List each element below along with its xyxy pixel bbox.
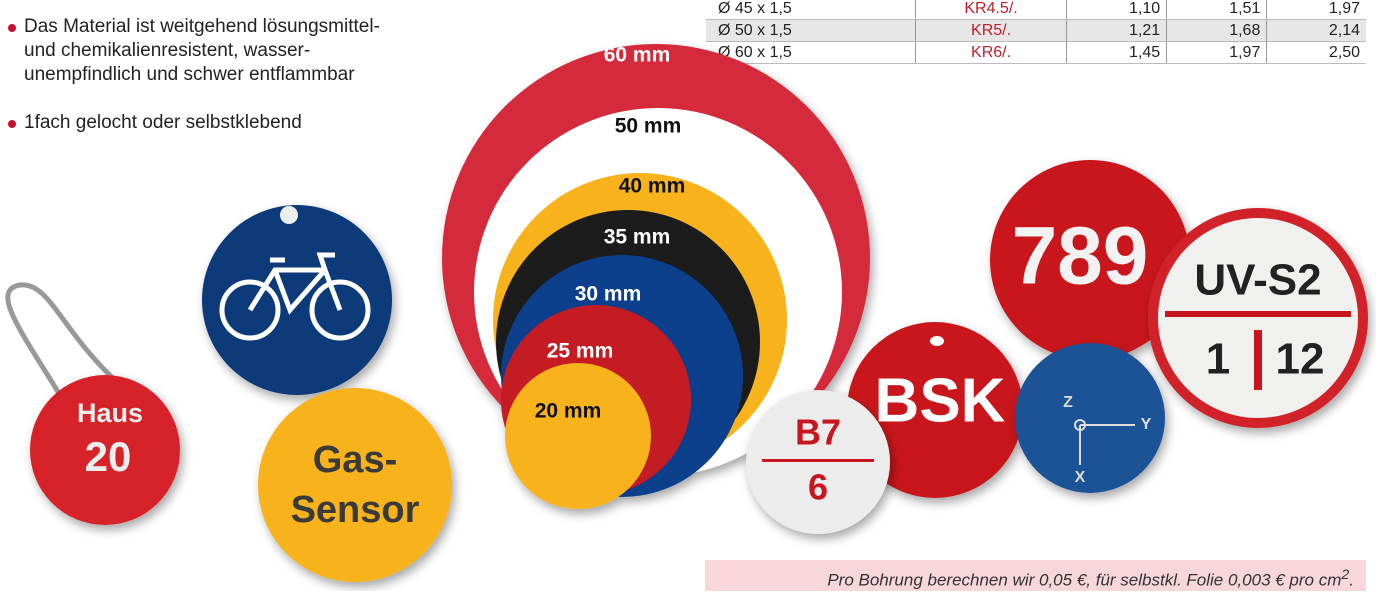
tag-text: Sensor (291, 489, 420, 531)
size-label: 20 mm (535, 400, 602, 423)
size-label: 30 mm (575, 283, 642, 306)
tag-text: 789 (1012, 211, 1149, 302)
price-note: Pro Bohrung berechnen wir 0,05 €, für se… (705, 560, 1366, 591)
tag-text: 20 (85, 433, 132, 480)
divider (1254, 330, 1262, 390)
tag-text: Gas- (313, 439, 397, 481)
note-text: Pro Bohrung berechnen wir 0,05 €, für se… (827, 571, 1341, 590)
tag-text: 6 (808, 467, 828, 508)
disc (505, 363, 651, 509)
tag-text: Z (1063, 394, 1073, 411)
size-label: 25 mm (547, 340, 614, 363)
tag-text: B7 (795, 412, 841, 453)
tag (258, 388, 452, 582)
divider (1165, 311, 1351, 317)
hole (930, 336, 944, 346)
tag-text: X (1075, 469, 1086, 486)
size-label: 40 mm (619, 175, 686, 198)
tag-text: BSK (875, 366, 1006, 435)
divider (762, 459, 874, 462)
note-end: . (1349, 571, 1354, 590)
tag-text: Haus (77, 398, 143, 428)
size-label: 50 mm (615, 115, 682, 138)
illustration: 60 mm 50 mm 40 mm 35 mm 30 mm 25 mm 20 m… (0, 0, 1376, 591)
tag-text: 1 (1206, 335, 1230, 384)
size-label: 60 mm (604, 44, 671, 67)
tag-text: UV-S2 (1194, 256, 1321, 305)
size-label: 35 mm (604, 226, 671, 249)
tag-text: Y (1141, 416, 1152, 433)
page: Das Material ist weitgehend lösungsmitte… (0, 0, 1376, 591)
hole (280, 206, 298, 224)
tag-text: 12 (1276, 335, 1325, 384)
